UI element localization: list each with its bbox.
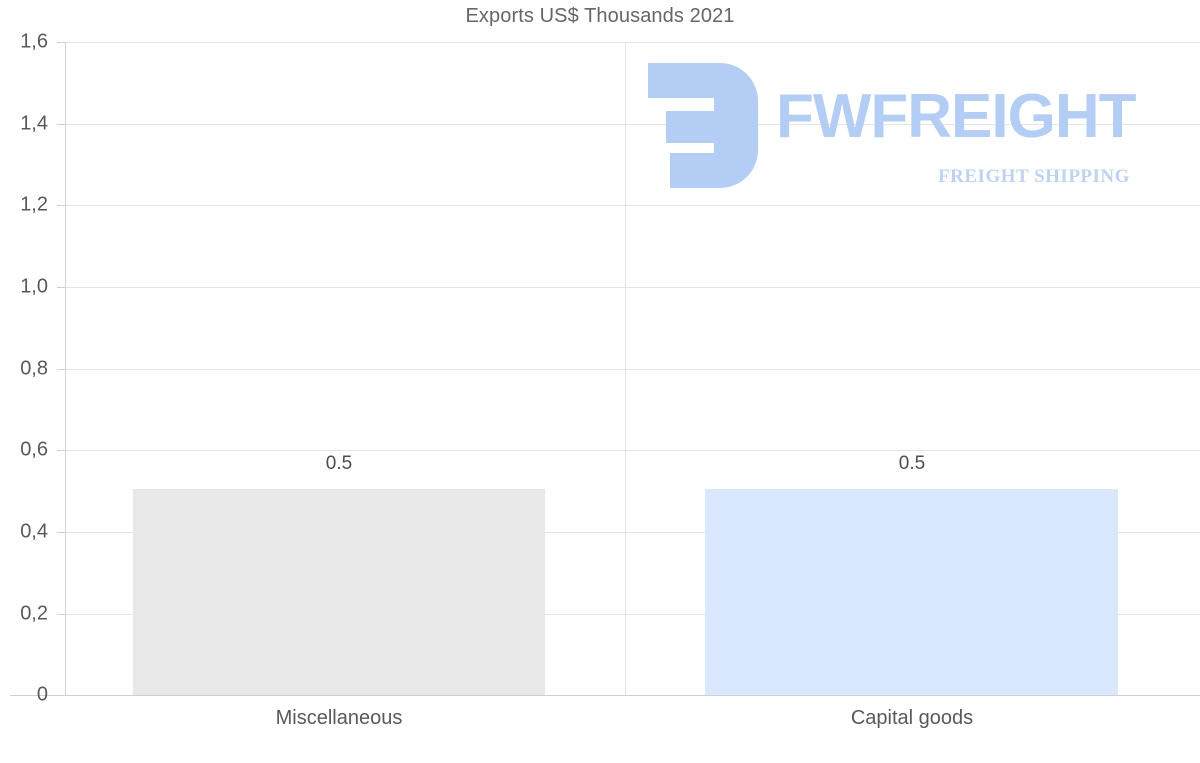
x-tick-label-capital-goods: Capital goods — [850, 707, 974, 729]
gridline-1-2 — [65, 205, 1200, 206]
y-tick-mark-0-2 — [57, 614, 65, 615]
y-axis-line — [65, 42, 66, 696]
gridline-0-8 — [65, 369, 1200, 370]
y-tick-mark-1-2 — [57, 205, 65, 206]
x-tick-label-miscellaneous: Miscellaneous — [275, 707, 403, 729]
chart-title: Exports US$ Thousands 2021 — [465, 5, 735, 27]
y-tick-mark-0-8 — [57, 369, 65, 370]
category-separator — [625, 42, 626, 696]
y-tick-mark-0 — [57, 695, 65, 696]
y-tick-label-1-6: 1,6 — [20, 30, 48, 53]
gridline-0-4 — [65, 532, 1200, 533]
y-tick-label-1-4: 1,4 — [20, 112, 48, 135]
y-tick-mark-1-0 — [57, 287, 65, 288]
gridline-0-2 — [65, 614, 1200, 615]
y-tick-label-0-8: 0,8 — [20, 357, 48, 380]
y-tick-mark-1-6 — [57, 42, 65, 43]
plot-area — [65, 42, 1200, 696]
y-tick-mark-0-4 — [57, 532, 65, 533]
bar-miscellaneous[interactable] — [133, 489, 545, 695]
x-axis-line — [10, 695, 1200, 696]
y-tick-mark-1-4 — [57, 124, 65, 125]
y-tick-label-0-2: 0,2 — [20, 602, 48, 625]
gridline-0-6 — [65, 450, 1200, 451]
y-tick-label-0-4: 0,4 — [20, 520, 48, 543]
y-tick-mark-0-6 — [57, 450, 65, 451]
bar-value-label-miscellaneous: 0.5 — [325, 453, 353, 474]
gridline-1-6 — [65, 42, 1200, 43]
gridline-1-0 — [65, 287, 1200, 288]
bar-capital-goods[interactable] — [705, 489, 1118, 695]
y-tick-label-0-6: 0,6 — [20, 438, 48, 461]
y-tick-label-1-2: 1,2 — [20, 193, 48, 216]
y-tick-label-1-0: 1,0 — [20, 275, 48, 298]
y-tick-label-0: 0 — [36, 683, 48, 706]
bar-value-label-capital-goods: 0.5 — [898, 453, 926, 474]
gridline-1-4 — [65, 124, 1200, 125]
